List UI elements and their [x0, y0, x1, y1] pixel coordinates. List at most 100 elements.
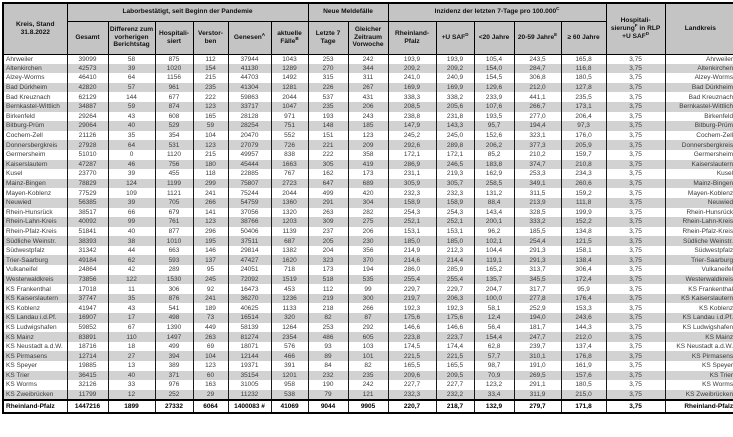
- value-cell: 358: [347, 149, 389, 160]
- value-cell: 266,7: [513, 101, 562, 112]
- value-cell: 306,8: [513, 73, 562, 83]
- value-cell: 3,75: [605, 82, 666, 93]
- value-cell: 215: [192, 73, 229, 83]
- value-cell: 193: [307, 111, 349, 122]
- value-cell: 81274: [227, 332, 272, 342]
- landkreis-name-cell: Cochem-Zell: [664, 130, 733, 141]
- value-cell: 535: [347, 274, 389, 285]
- value-cell: 663: [154, 245, 194, 256]
- value-cell: 349,1: [513, 178, 562, 189]
- value-cell: 255,4: [387, 274, 437, 285]
- landkreis-name-cell: Altenkirchen: [664, 63, 733, 74]
- table-row: Ahrweiler 39099 58 875 112 37944 1043 253 242 193…: [2, 54, 733, 64]
- col-header-hospitalisiert: Hospitali-siert: [154, 20, 194, 55]
- value-cell: 223,7: [435, 332, 475, 342]
- value-cell: 576: [270, 341, 309, 352]
- value-cell: 109: [107, 188, 156, 198]
- value-cell: 11: [107, 284, 156, 294]
- value-cell: 116,8: [560, 63, 607, 74]
- value-cell: 241: [192, 188, 229, 198]
- value-cell: 194,0: [513, 313, 562, 323]
- value-cell: 289,8: [435, 140, 475, 150]
- value-cell: 374,7: [513, 159, 562, 170]
- value-cell: 210,8: [560, 159, 607, 170]
- value-cell: 1519: [270, 274, 309, 285]
- value-cell: 226: [307, 82, 349, 93]
- value-cell: 163: [192, 380, 229, 390]
- value-cell: 751: [270, 121, 309, 131]
- value-cell: 370: [347, 255, 389, 266]
- value-cell: 29264: [66, 111, 109, 122]
- value-cell: 218: [307, 303, 349, 314]
- value-cell: 260,6: [560, 178, 607, 189]
- value-cell: 1133: [270, 303, 309, 314]
- value-cell: 78829: [66, 178, 109, 189]
- value-cell: 3,75: [605, 63, 666, 74]
- landkreis-name-cell: Kaiserslautern: [664, 159, 733, 170]
- table-row: Westerwaldkreis 73856 122 1530 245 72092 1519 5…: [2, 274, 733, 285]
- value-cell: 31342: [66, 245, 109, 256]
- value-cell: 28128: [227, 111, 272, 122]
- value-cell: 3,75: [605, 370, 666, 381]
- value-cell: 214,6: [387, 255, 437, 266]
- value-cell: 24051: [227, 265, 272, 275]
- value-cell: 153,1: [387, 226, 437, 237]
- value-cell: 1139: [270, 226, 309, 237]
- value-cell: 291,3: [513, 255, 562, 266]
- value-cell: 77529: [66, 188, 109, 198]
- value-cell: 165: [192, 111, 229, 122]
- value-cell: 83891: [66, 332, 109, 342]
- value-cell: 99: [107, 217, 156, 227]
- value-cell: 131,2: [473, 188, 515, 198]
- value-cell: 18716: [66, 341, 109, 352]
- value-cell: 875: [154, 54, 194, 64]
- value-cell: 538: [270, 389, 309, 400]
- value-cell: 971: [270, 111, 309, 122]
- value-cell: 152,6: [473, 130, 515, 141]
- landkreis-name-cell: KS Zweibrücken: [664, 389, 733, 400]
- kreis-name-cell: Bitburg-Prüm: [2, 121, 68, 131]
- value-cell: 231,8: [435, 111, 475, 122]
- value-cell: 232,3: [387, 188, 437, 198]
- kreis-name-cell: Cochem-Zell: [2, 130, 68, 141]
- value-cell: 292,6: [387, 140, 437, 150]
- value-cell: 42820: [66, 82, 109, 93]
- value-cell: 194,4: [513, 121, 562, 131]
- value-cell: 449: [192, 322, 229, 333]
- value-cell: 284,7: [513, 63, 562, 74]
- value-cell: 263: [307, 207, 349, 218]
- value-cell: 146,6: [387, 322, 437, 333]
- kreis-name-cell: KS Ludwigshafen: [2, 322, 68, 333]
- value-cell: 96,2: [473, 226, 515, 237]
- footnote-marker: E: [554, 31, 558, 37]
- kreis-name-cell: Vulkaneifel: [2, 265, 68, 275]
- table-row: KS Frankenthal 17018 11 306 92 16473 453 112 99 2…: [2, 284, 733, 294]
- value-cell: 193,9: [435, 54, 475, 64]
- value-cell: 57: [107, 82, 156, 93]
- value-cell: 162: [307, 169, 349, 179]
- table-row: Bad Dürkheim 42820 57 961 235 41304 1281 226 267…: [2, 82, 733, 93]
- value-cell: 726: [270, 140, 309, 150]
- value-cell: 192,3: [435, 303, 475, 314]
- group-header-neue-meldefaelle: Neue Meldefälle: [307, 2, 389, 22]
- hospitalisierung-label2: in RLP +U SAF: [622, 24, 661, 40]
- value-cell: 356: [347, 245, 389, 256]
- value-cell: 129,6: [473, 82, 515, 93]
- value-cell: 40092: [66, 217, 109, 227]
- col-header-genesen: GenesenA: [227, 20, 272, 55]
- value-cell: 72092: [227, 274, 272, 285]
- value-cell: 3,75: [605, 92, 666, 102]
- value-cell: 46410: [66, 73, 109, 83]
- kreis-name-cell: Westerwaldkreis: [2, 274, 68, 285]
- value-cell: 221: [307, 140, 349, 150]
- value-cell: 253: [307, 54, 349, 64]
- value-cell: 499: [154, 341, 194, 352]
- value-cell: 180,5: [560, 380, 607, 390]
- value-cell: 976: [154, 380, 194, 390]
- value-cell: 60: [192, 370, 229, 381]
- value-cell: 47427: [227, 255, 272, 266]
- value-cell: 54759: [227, 197, 272, 208]
- value-cell: 3,75: [605, 303, 666, 314]
- value-cell: 27: [107, 351, 156, 361]
- value-cell: 161,9: [560, 361, 607, 371]
